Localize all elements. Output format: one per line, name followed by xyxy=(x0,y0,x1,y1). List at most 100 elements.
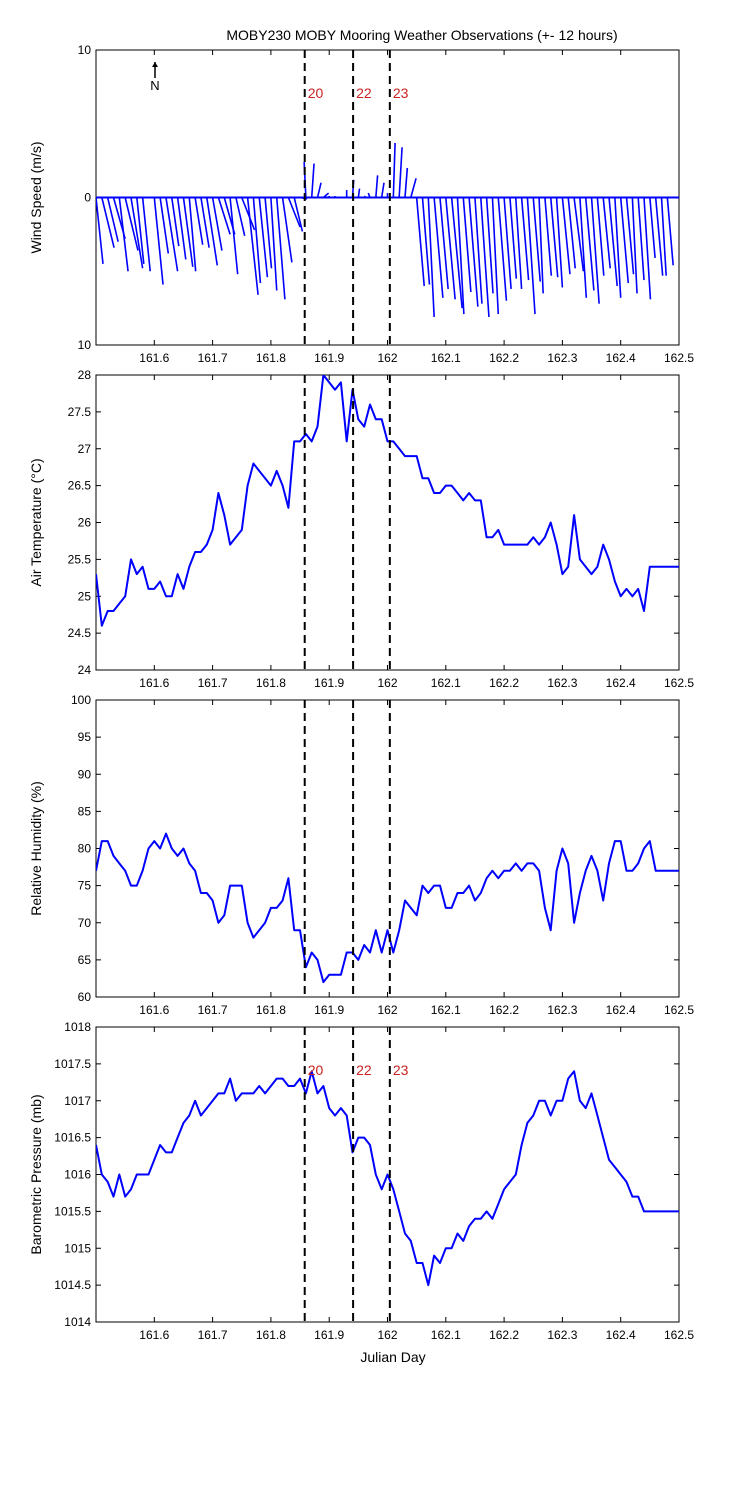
x-tick-label: 161.9 xyxy=(314,676,344,690)
wind-stick xyxy=(555,197,564,288)
wind-stick xyxy=(310,163,315,198)
y-tick-label: 26.5 xyxy=(68,479,92,493)
plot-area xyxy=(96,1070,679,1287)
wind-stick xyxy=(357,188,361,198)
wind-stick xyxy=(433,197,444,298)
x-tick-label: 162.5 xyxy=(664,1328,694,1342)
x-tick-label: 162.4 xyxy=(606,1003,636,1017)
y-tick-label: 65 xyxy=(78,953,92,967)
wind-stick xyxy=(246,197,259,295)
y-tick-label: 90 xyxy=(78,767,92,781)
marker-label: 23 xyxy=(393,85,409,101)
x-tick-label: 161.8 xyxy=(256,351,286,365)
x-tick-label: 162.2 xyxy=(489,1328,519,1342)
wind-stick xyxy=(427,197,435,318)
wind-stick xyxy=(205,197,219,266)
x-tick-label: 161.6 xyxy=(139,1003,169,1017)
x-tick-label: 161.7 xyxy=(198,1003,228,1017)
pressure-panel: 161.6 161.7 161.8 161.9 162 162.1 162.2 162.3 16… xyxy=(28,1020,694,1342)
y-tick-label: 80 xyxy=(78,842,92,856)
x-tick-label: 161.6 xyxy=(139,351,169,365)
wind-stick xyxy=(421,197,431,285)
marker-label: 22 xyxy=(356,85,372,101)
y-tick-label: 1017.5 xyxy=(54,1057,91,1071)
wind-stick xyxy=(404,167,409,198)
wind-stick xyxy=(287,197,301,228)
y-tick-label: 1015 xyxy=(64,1241,91,1255)
wind-stick xyxy=(415,197,426,287)
wind-stick xyxy=(549,197,559,278)
x-tick-label: 161.8 xyxy=(256,1003,286,1017)
marker-label: 20 xyxy=(308,1062,324,1078)
x-tick-label: 162.3 xyxy=(547,1003,577,1017)
panels-group: 161.6 161.7 161.8 161.9 162 162.1 162.2 162.3 16… xyxy=(28,43,694,1342)
wind-stick xyxy=(96,197,104,264)
wind-stick xyxy=(520,197,530,281)
plot-area xyxy=(96,832,679,984)
x-tick-label: 162.4 xyxy=(606,676,636,690)
y-axis-label: Wind Speed (m/s) xyxy=(28,141,44,253)
wind-stick xyxy=(200,197,210,248)
wind-stick xyxy=(141,197,152,272)
x-tick-label: 162.5 xyxy=(664,1003,694,1017)
x-tick-label: 161.7 xyxy=(198,351,228,365)
wind-stick xyxy=(258,197,269,278)
wind-stick xyxy=(596,197,605,276)
marker-label: 23 xyxy=(393,1062,409,1078)
wind-stick xyxy=(188,197,197,272)
wind-stick xyxy=(264,197,273,269)
wind-stick xyxy=(106,197,119,242)
y-tick-label: 27.5 xyxy=(68,405,92,419)
wind-stick xyxy=(491,197,500,315)
wind-stick xyxy=(211,197,223,251)
wind-stick xyxy=(275,197,286,300)
wind-stick xyxy=(159,197,170,254)
x-tick-label: 162 xyxy=(377,1003,397,1017)
wind-stick xyxy=(367,192,371,198)
wind-stick xyxy=(217,197,231,235)
wind-stick xyxy=(503,197,512,290)
wind-stick xyxy=(170,197,180,247)
y-tick-label: 1016 xyxy=(64,1168,91,1182)
x-tick-label: 161.9 xyxy=(314,351,344,365)
air-temperature-panel: 161.6 161.7 161.8 161.9 162 162.1 162.2 162.3 16… xyxy=(28,368,694,690)
y-tick-label: 1018 xyxy=(64,1020,91,1034)
y-tick-label: 1017 xyxy=(64,1094,91,1108)
wind-stick xyxy=(479,197,490,318)
x-tick-label: 162.2 xyxy=(489,1003,519,1017)
wind-stick xyxy=(235,197,246,237)
wind-stick xyxy=(322,192,330,199)
wind-stick xyxy=(176,197,187,260)
wind-stick xyxy=(456,197,465,315)
series-line xyxy=(96,832,679,984)
wind-stick xyxy=(229,197,239,275)
series-line xyxy=(96,375,679,627)
wind-stick xyxy=(375,175,379,198)
y-axis-label: Barometric Pressure (mb) xyxy=(28,1094,44,1254)
wind-stick xyxy=(625,197,635,275)
wind-stick xyxy=(579,197,588,298)
x-tick-label: 162.3 xyxy=(547,676,577,690)
x-tick-label: 161.9 xyxy=(314,1328,344,1342)
wind-stick xyxy=(573,197,585,272)
figure-title: MOBY230 MOBY Mooring Weather Observation… xyxy=(226,27,617,43)
y-tick-label: 0 xyxy=(84,191,91,205)
y-tick-label: 70 xyxy=(78,916,92,930)
x-tick-label: 162.4 xyxy=(606,351,636,365)
x-tick-label: 162.2 xyxy=(489,351,519,365)
wind-stick xyxy=(485,197,494,294)
wind-stick xyxy=(538,197,544,294)
wind-stick xyxy=(101,197,115,248)
x-tick-label: 162 xyxy=(377,351,397,365)
wind-stick xyxy=(561,197,571,275)
x-tick-label: 161.7 xyxy=(198,676,228,690)
y-tick-label: 100 xyxy=(71,693,91,707)
x-tick-label: 161.6 xyxy=(139,676,169,690)
wind-stick xyxy=(462,197,472,292)
x-tick-label: 161.8 xyxy=(256,1328,286,1342)
x-tick-label: 162.5 xyxy=(664,351,694,365)
wind-stick xyxy=(468,197,479,307)
wind-stick xyxy=(509,197,518,279)
wind-stick xyxy=(637,197,645,281)
wind-stick xyxy=(474,197,483,304)
